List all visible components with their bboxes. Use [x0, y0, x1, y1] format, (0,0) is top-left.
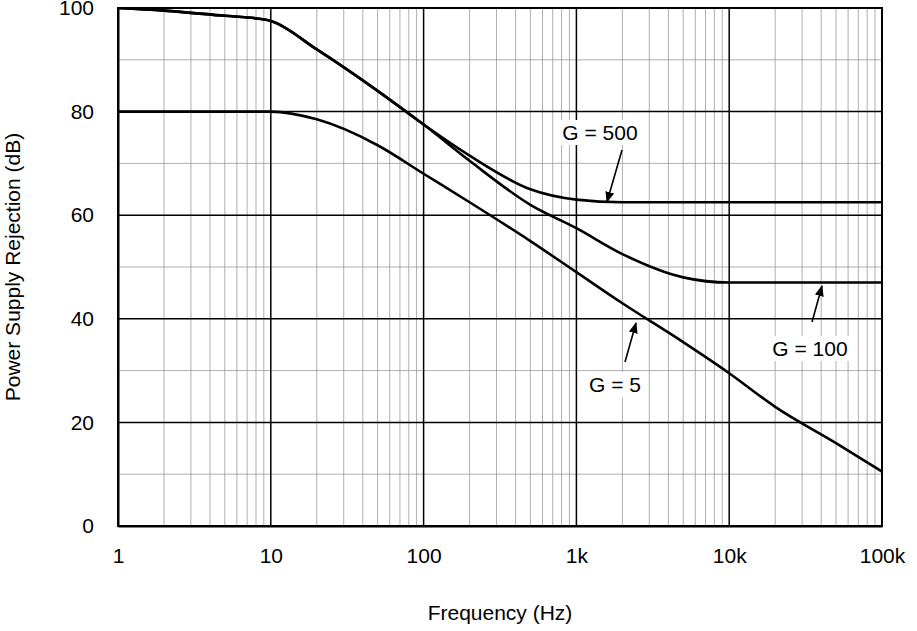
series-annotation: G = 100	[768, 286, 851, 361]
y-axis: 0 20 40 60 80 100	[59, 0, 119, 537]
series-annotation: G = 5	[585, 323, 645, 397]
x-axis-line	[119, 526, 883, 528]
grid-line	[118, 318, 882, 320]
plot: 1 10 100 1k 10k 100k 0 20 40 60 80 100	[59, 0, 906, 567]
y-tick-label: 60	[71, 203, 94, 226]
y-axis-title: Power Supply Rejection (dB)	[1, 133, 24, 401]
label-background	[558, 120, 641, 145]
x-tick: 1	[113, 526, 125, 567]
series-line	[118, 8, 882, 202]
grid	[118, 8, 882, 526]
series-label: G = 100	[772, 337, 847, 360]
y-tick: 100	[59, 0, 118, 19]
x-tick-label: 10k	[713, 544, 747, 567]
x-tick: 100k	[860, 526, 906, 567]
annotation-arrow	[607, 150, 622, 202]
grid-line	[118, 422, 882, 424]
y-tick-label: 40	[71, 307, 94, 330]
y-tick-label: 100	[59, 0, 94, 19]
x-axis: 1 10 100 1k 10k 100k	[113, 526, 906, 567]
x-tick-label: 10	[260, 544, 283, 567]
y-axis-line	[118, 9, 120, 527]
y-tick: 20	[71, 411, 118, 434]
x-tick-label: 1k	[566, 544, 589, 567]
label-background	[768, 336, 851, 361]
plot-frame	[118, 8, 882, 526]
series-line	[118, 112, 882, 472]
grid-line	[728, 8, 730, 526]
label-background	[585, 372, 645, 397]
grid-line	[270, 8, 272, 526]
minor-grid-line	[118, 474, 882, 475]
minor-grid-line	[118, 59, 882, 60]
x-tick: 10k	[713, 526, 747, 567]
y-tick-label: 20	[71, 411, 94, 434]
x-tick: 1k	[566, 526, 589, 567]
annotation-arrow	[625, 323, 636, 362]
x-tick-label: 100	[407, 544, 442, 567]
minor-grid-line	[118, 163, 882, 164]
grid-line	[576, 8, 578, 526]
annotation-arrow	[812, 286, 822, 322]
minor-grid-line	[118, 370, 882, 371]
chart: 1 10 100 1k 10k 100k 0 20 40 60 80 100 Frequency (Hz…	[0, 0, 917, 631]
x-axis-title: Frequency (Hz)	[428, 601, 573, 624]
grid-line	[423, 8, 425, 526]
x-tick: 100	[407, 526, 442, 567]
x-tick-label: 1	[113, 544, 125, 567]
y-tick: 0	[82, 514, 118, 537]
grid-line	[118, 214, 882, 216]
series-label: G = 500	[562, 121, 637, 144]
y-tick-label: 0	[82, 514, 94, 537]
series-label: G = 5	[589, 373, 641, 396]
series-annotation: G = 500	[558, 120, 641, 202]
minor-grid-line	[118, 267, 882, 268]
x-tick-label: 100k	[860, 544, 906, 567]
x-tick: 10	[260, 526, 283, 567]
y-tick-label: 80	[71, 100, 94, 123]
y-tick: 80	[71, 100, 118, 123]
series-line	[118, 8, 882, 283]
series-group	[118, 8, 882, 472]
annotations: G = 500 G = 100 G = 5	[558, 120, 851, 397]
y-tick: 40	[71, 307, 118, 330]
y-tick: 60	[71, 203, 118, 226]
